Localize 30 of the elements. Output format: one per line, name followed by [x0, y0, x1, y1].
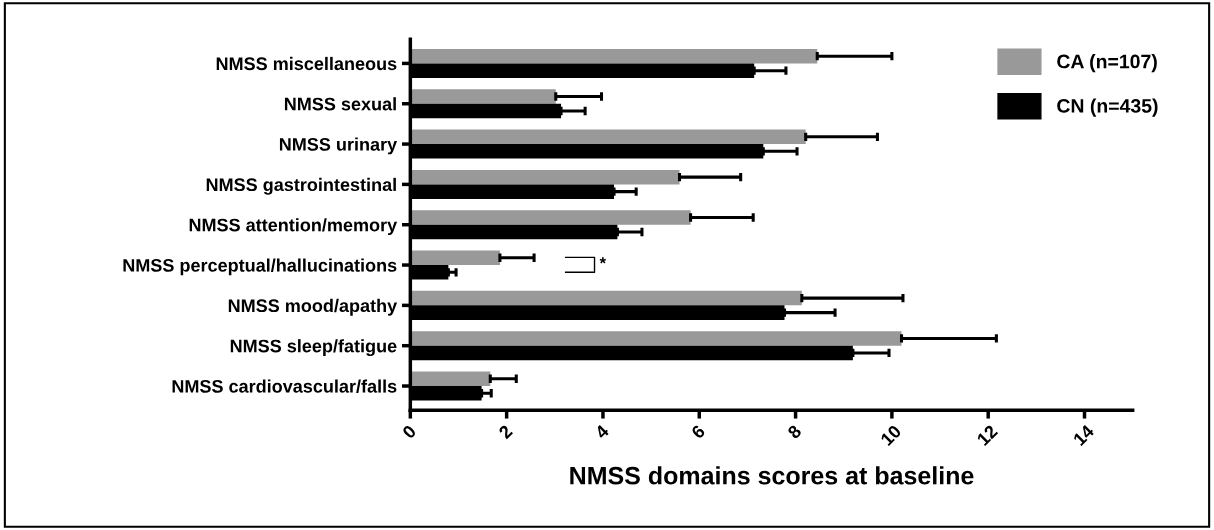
x-tick-label: 12: [976, 424, 999, 447]
x-tick-label: 14: [1072, 423, 1095, 447]
bar: [410, 250, 500, 266]
y-tick-label: NMSS sexual: [284, 97, 396, 111]
bar: [410, 129, 806, 145]
annotation: *: [599, 257, 607, 264]
y-tick-label: NMSS gastrointestinal: [206, 177, 396, 195]
bar: [410, 331, 902, 346]
legend-label: CA (n=107): [1057, 54, 1157, 73]
bar: [410, 210, 691, 225]
y-tick-label: NMSS urinary: [279, 137, 398, 155]
bar: [410, 48, 818, 64]
bar: [410, 169, 680, 185]
y-tick-label: NMSS attention/memory: [189, 218, 398, 236]
x-tick-label: 6: [690, 424, 706, 440]
x-tick-label: 4: [594, 423, 610, 440]
legend-label: CN (n=435): [1057, 98, 1158, 117]
x-tick-label: 0: [401, 424, 417, 440]
y-tick-label: NMSS cardiovascular/falls: [172, 379, 397, 393]
y-tick-label: NMSS perceptual/hallucinations: [123, 258, 397, 276]
x-axis-title: NMSS domains scores at baseline: [570, 466, 974, 485]
x-tick-label: 10: [879, 424, 902, 447]
bar: [410, 371, 491, 387]
y-tick-label: NMSS miscellaneous: [216, 56, 397, 71]
x-tick-label: 2: [497, 424, 513, 440]
y-tick-label: NMSS mood/apathy: [228, 298, 398, 316]
bar: [410, 89, 556, 104]
y-tick-label: NMSS sleep/fatigue: [230, 339, 397, 357]
bar: [410, 290, 802, 306]
x-tick-label: 8: [786, 424, 803, 440]
